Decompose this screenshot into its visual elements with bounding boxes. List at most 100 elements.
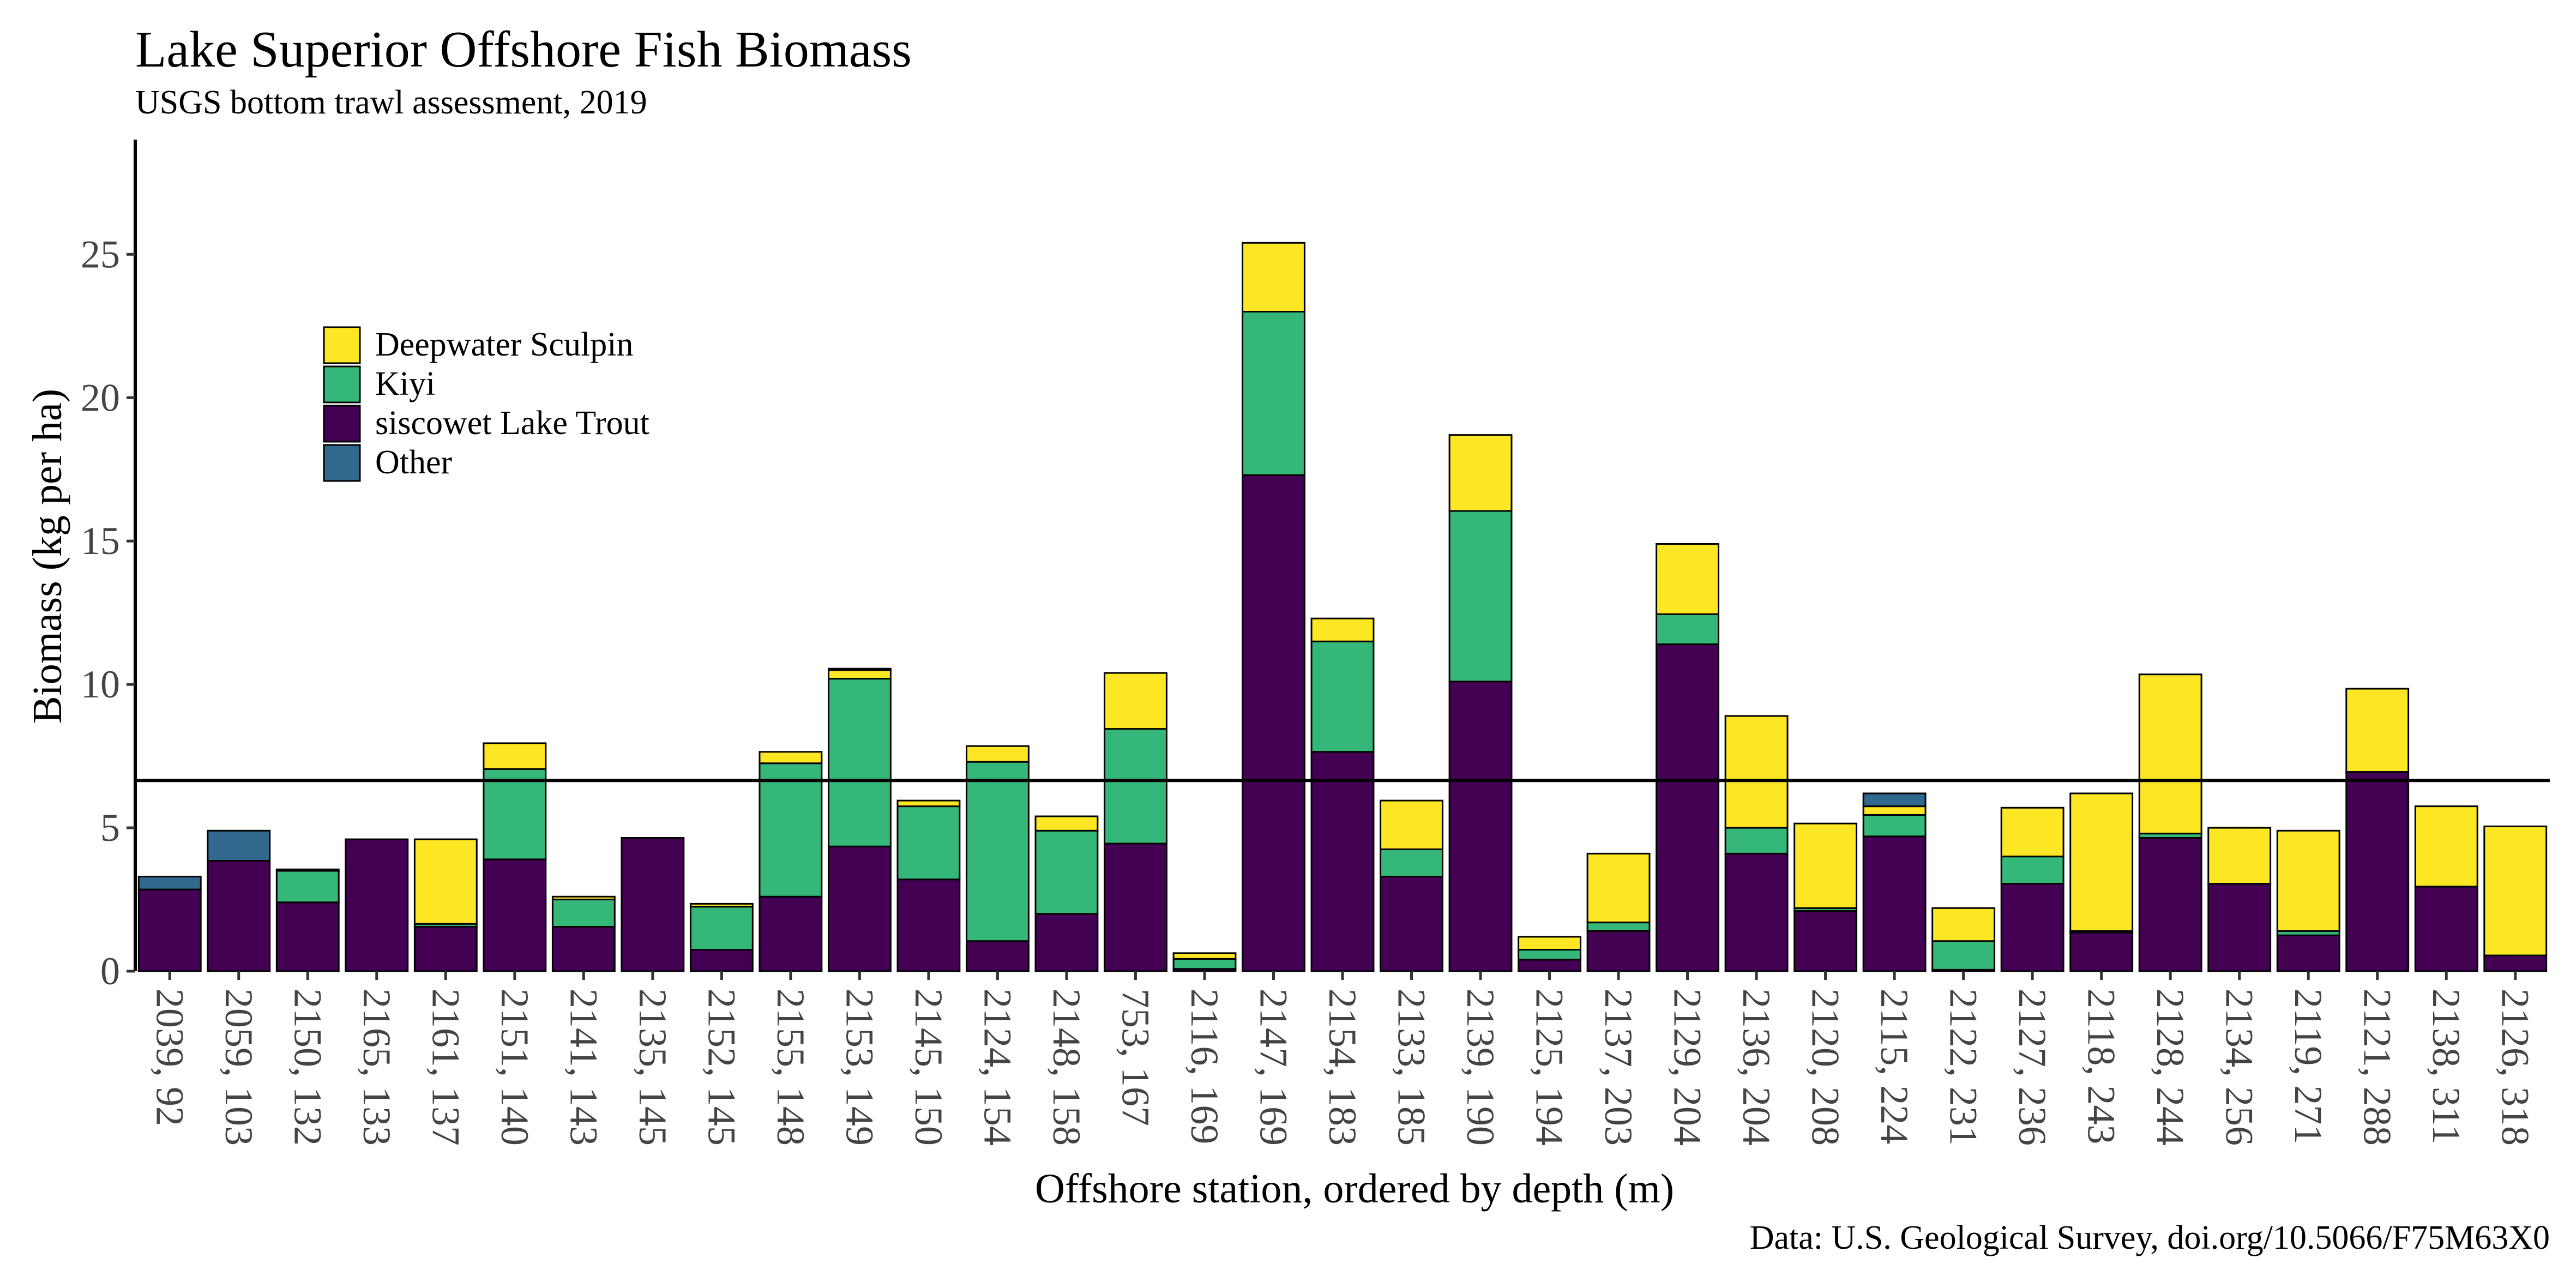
bar-segment [689, 902, 754, 908]
bar-segment [827, 678, 892, 847]
bar-segment [1104, 728, 1167, 845]
bar-segment [827, 667, 892, 671]
bar-segment [483, 768, 547, 860]
bar-segment [827, 669, 892, 680]
bar-segment [1242, 242, 1305, 313]
bar-segment [1518, 959, 1581, 972]
bar-segment [345, 838, 409, 972]
bar-segment [966, 940, 1030, 972]
x-tick-label: 2039, 92 [148, 989, 191, 1126]
bar-segment [2483, 954, 2548, 972]
x-tick-label: 2118, 243 [2080, 989, 2123, 1144]
chart-title: Lake Superior Offshore Fish Biomass [135, 21, 912, 78]
legend-swatch [323, 444, 361, 482]
x-tick-label: 2165, 133 [355, 989, 399, 1146]
bar-segment [1586, 852, 1651, 924]
y-axis-title: Biomass (kg per ha) [25, 389, 70, 724]
x-tick-label: 2121, 288 [2356, 989, 2399, 1146]
bar-segment [207, 829, 271, 862]
bar-segment [483, 742, 547, 770]
bar-segment [759, 895, 823, 972]
legend-swatch [323, 326, 361, 364]
x-tick-label: 2122, 231 [1942, 989, 1985, 1146]
bar-segment [483, 858, 547, 972]
y-tick-label: 5 [100, 806, 120, 850]
x-tick-label: 2147, 169 [1251, 989, 1295, 1146]
y-tick-label: 0 [100, 949, 120, 993]
y-tick-label: 15 [81, 519, 120, 563]
bar-segment [1172, 952, 1237, 960]
legend-swatch [323, 365, 361, 404]
bar-segment [2207, 883, 2272, 972]
bar-segment [759, 762, 823, 898]
bar-segment [689, 949, 754, 972]
bar-segment [2000, 856, 2065, 885]
x-tick-label: 2129, 204 [1666, 989, 1710, 1146]
x-tick-label: 2124, 154 [976, 989, 1019, 1146]
bar-segment [1448, 510, 1513, 683]
legend-label: Other [375, 444, 453, 481]
x-tick-label: 2125, 194 [1528, 989, 1572, 1146]
bar-segment [2276, 934, 2340, 972]
bar-segment [1034, 913, 1099, 972]
legend-label: siscowet Lake Trout [375, 405, 649, 442]
bar-segment [1724, 715, 1789, 829]
bar-segment [551, 899, 616, 928]
bar-segment [1242, 311, 1305, 476]
bar-segment [2414, 805, 2478, 888]
bar-segment [1518, 936, 1581, 951]
bar-segment [2207, 827, 2272, 885]
bar-segment [827, 845, 892, 972]
y-tick-label: 20 [81, 376, 120, 419]
bar-segment [1518, 949, 1581, 961]
x-tick-label: 2136, 204 [1735, 989, 1778, 1146]
bar-segment [137, 875, 202, 890]
x-tick-label: 2145, 150 [907, 989, 950, 1146]
bar-segment [689, 906, 754, 951]
bar-segment [1380, 875, 1443, 972]
bar-segment [2276, 829, 2340, 932]
x-tick-label: 2138, 311 [2424, 989, 2468, 1144]
bar-segment [1104, 672, 1167, 730]
bar-segment [1242, 474, 1305, 972]
bar-segment [2345, 688, 2410, 773]
bar-segment [2000, 883, 2065, 972]
bar-segment [1448, 434, 1513, 512]
bar-segment [2000, 806, 2065, 858]
bar-segment [1724, 852, 1789, 972]
bar-segment [1448, 681, 1513, 972]
x-tick-label: 2151, 140 [493, 989, 537, 1146]
bar-segment [2069, 792, 2134, 932]
bar-segment [1586, 922, 1651, 932]
x-tick-label: 753, 167 [1114, 989, 1157, 1126]
bar-segment [1931, 907, 1996, 942]
x-tick-label: 2134, 256 [2218, 989, 2261, 1146]
bar-segment [1380, 848, 1443, 877]
bar-segment [1380, 799, 1443, 851]
legend-swatch [323, 405, 361, 443]
bar-segment [1034, 815, 1099, 832]
legend-label: Kiyi [375, 365, 435, 402]
bar-segment [2138, 673, 2202, 835]
bar-segment [551, 895, 616, 901]
x-tick-label: 2155, 148 [769, 989, 812, 1146]
bar-segment [1586, 930, 1651, 972]
x-tick-label: 2135, 145 [631, 989, 675, 1146]
x-tick-label: 2115, 224 [1873, 989, 1916, 1144]
bar-segment [621, 836, 685, 972]
bar-segment [1034, 829, 1099, 915]
bar-segment [1793, 910, 1858, 972]
chart-subtitle: USGS bottom trawl assessment, 2019 [135, 84, 647, 121]
bar-segment [551, 925, 616, 972]
bar-segment [413, 838, 478, 925]
y-tick-label: 25 [81, 232, 120, 276]
x-tick-label: 2128, 244 [2148, 989, 2192, 1146]
x-tick-label: 2137, 203 [1597, 989, 1640, 1146]
bar-segment [2483, 825, 2548, 956]
legend-label: Deepwater Sculpin [375, 326, 633, 363]
bar-segment [1862, 792, 1927, 808]
bar-segment [1310, 751, 1375, 972]
bar-segment [2345, 771, 2410, 972]
bar-segment [1172, 958, 1237, 970]
